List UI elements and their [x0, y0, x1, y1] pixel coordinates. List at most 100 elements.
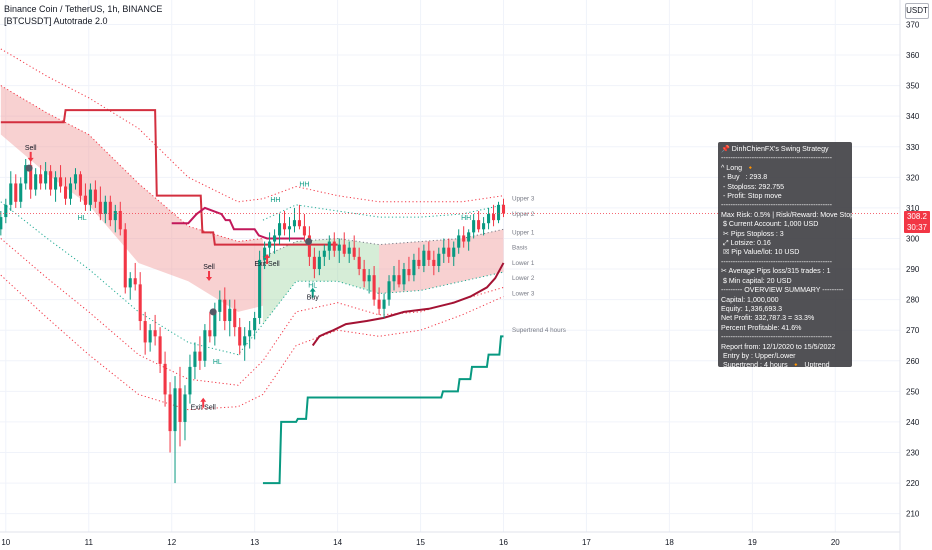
candle-body — [382, 299, 386, 309]
candle-body — [263, 247, 267, 260]
band-label: Lower 3 — [512, 291, 535, 298]
candle-body — [208, 330, 212, 337]
signal-dot — [25, 164, 33, 172]
y-tick-label: 300 — [906, 234, 920, 243]
info-line: Percent Profitable: 41.6% — [721, 323, 802, 332]
candle-body — [452, 247, 456, 257]
candle-body — [183, 394, 187, 422]
buy-arrow-icon — [264, 254, 271, 264]
candle-body — [78, 174, 83, 196]
y-tick-label: 250 — [906, 387, 920, 396]
signal-label: HL — [213, 359, 222, 366]
candle-body — [19, 183, 23, 202]
candle-body — [432, 259, 436, 266]
candle-body — [292, 220, 297, 227]
candle-body — [148, 330, 152, 343]
signal-label: HL — [308, 282, 317, 289]
currency-unit-button[interactable]: USDT — [905, 3, 929, 19]
candle-body — [337, 244, 341, 251]
candle-body — [496, 204, 501, 221]
candle-body — [128, 278, 132, 288]
candle-body — [427, 250, 431, 260]
sell-arrow-icon — [27, 151, 34, 162]
info-line: $ Current Account: 1,000 USD — [721, 220, 819, 229]
candle-body — [44, 171, 48, 184]
candle-body — [282, 223, 287, 230]
candle-body — [342, 244, 346, 254]
candle-body — [462, 235, 466, 242]
candle-body — [362, 269, 366, 282]
candle-body — [302, 226, 306, 236]
band-label: Upper 3 — [512, 196, 535, 203]
candle-body — [168, 394, 172, 432]
candle-body — [118, 210, 122, 230]
info-line: ----------------------------------------… — [721, 154, 833, 163]
candle-body — [312, 256, 316, 270]
series-upper-1 — [0, 85, 264, 243]
candle-body — [332, 241, 336, 251]
candle-body — [437, 253, 441, 266]
info-line: - Stoploss: 292.755 — [721, 182, 785, 191]
info-line: Entry by : Upper/Lower — [721, 351, 796, 360]
y-tick-label: 270 — [906, 326, 920, 335]
candle-body — [158, 336, 162, 364]
y-tick-label: 340 — [906, 112, 920, 121]
series-supertrend-4-hours — [262, 335, 504, 485]
x-tick-label: 10 — [1, 538, 10, 547]
candle-body — [417, 259, 421, 266]
candle-body — [228, 308, 232, 322]
candle-body — [68, 183, 73, 199]
sell-arrow-icon — [206, 271, 213, 282]
signal-label: Sell — [25, 145, 37, 152]
candle-body — [108, 201, 112, 221]
x-tick-label: 19 — [748, 538, 757, 547]
candle-body — [49, 171, 53, 190]
signal-label: Exit Sell — [191, 405, 217, 412]
candle-body — [322, 250, 326, 257]
candle-body — [397, 275, 401, 285]
cloud-band — [379, 229, 504, 294]
signal-label: Exit Sell — [254, 261, 280, 268]
candle-body — [218, 299, 222, 312]
candle-body — [24, 165, 28, 184]
info-line: Report from: 12/1/2020 to 15/5/2022 — [721, 342, 836, 351]
candle-body — [238, 327, 242, 346]
info-line: --------- OVERVIEW SUMMARY --------- — [721, 286, 844, 295]
candle-body — [477, 220, 481, 230]
info-line: $ Min capital: 20 USD — [721, 276, 792, 285]
x-tick-label: 13 — [250, 538, 259, 547]
last-price-tag: 308.2 30:37 — [904, 211, 930, 233]
candle-body — [258, 259, 262, 318]
candle-body — [143, 321, 147, 343]
band-label: Upper 1 — [512, 229, 535, 236]
candle-body — [178, 388, 182, 422]
info-line: ☒ Pip Value/lot: 10 USD — [721, 248, 800, 257]
candle-body — [198, 351, 202, 361]
band-label: Basis — [512, 245, 527, 252]
candle-body — [253, 317, 257, 331]
x-tick-label: 20 — [831, 538, 840, 547]
candle-body — [83, 195, 87, 205]
info-line: ⤢ Lotsize: 0.16 — [721, 239, 771, 248]
bar-countdown: 30:37 — [906, 223, 928, 232]
candle-body — [73, 174, 78, 184]
cloud-band — [0, 85, 263, 312]
series-line — [311, 262, 505, 347]
candle-body — [317, 256, 321, 270]
candle-body — [103, 201, 107, 215]
candle-body — [347, 247, 351, 254]
series-lower-3 — [0, 274, 504, 411]
y-tick-label: 210 — [906, 510, 920, 519]
band-label: Lower 1 — [512, 260, 535, 267]
candle-body — [123, 229, 127, 288]
candle-body — [0, 217, 3, 230]
info-line: - Profit: Stop move — [721, 192, 782, 201]
candle-body — [88, 189, 92, 205]
info-line: 📌 DinhChienFX's Swing Strategy — [721, 145, 829, 153]
y-tick-label: 220 — [906, 479, 920, 488]
y-tick-label: 330 — [906, 143, 920, 152]
candle-body — [4, 204, 8, 218]
candle-body — [133, 278, 137, 285]
series-line — [171, 206, 305, 240]
